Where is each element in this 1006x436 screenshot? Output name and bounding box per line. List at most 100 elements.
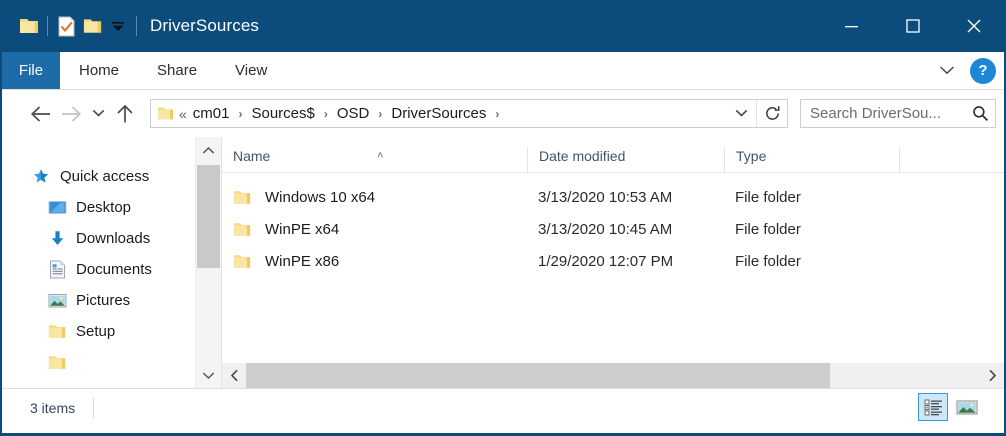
breadcrumb-item-sources[interactable]: Sources$	[251, 105, 315, 122]
status-item-count: 3 items	[30, 400, 76, 416]
sidebar-item-documents[interactable]: Documents	[2, 254, 221, 285]
ribbon-tabs: File Home Share View ?	[2, 52, 1004, 90]
file-name-cell: Windows 10 x64	[222, 189, 527, 206]
quick-access-toolbar	[2, 12, 142, 40]
tab-home[interactable]: Home	[79, 62, 120, 79]
column-header-size[interactable]	[899, 148, 1004, 172]
maximize-button[interactable]	[882, 0, 943, 52]
column-header-name[interactable]: ˄ Name	[222, 148, 527, 172]
column-headers: ˄ Name Date modified Type	[222, 137, 1004, 173]
breadcrumb-item-osd[interactable]: OSD	[336, 105, 370, 122]
folder-icon	[233, 221, 253, 238]
close-button[interactable]	[943, 0, 1004, 52]
scroll-up-icon[interactable]	[196, 137, 221, 163]
star-icon	[30, 168, 52, 186]
horizontal-scrollbar-thumb[interactable]	[246, 363, 830, 388]
type-cell: File folder	[735, 220, 801, 238]
large-icons-view-button[interactable]	[952, 393, 982, 421]
scroll-right-icon[interactable]	[980, 363, 1004, 388]
status-divider	[93, 398, 95, 418]
properties-icon[interactable]	[53, 12, 79, 40]
back-button[interactable]	[26, 99, 56, 129]
sidebar-item-label: Setup	[76, 323, 116, 340]
folder-icon[interactable]	[16, 12, 42, 40]
chevron-down-icon[interactable]	[934, 58, 960, 84]
horizontal-scrollbar[interactable]	[222, 363, 1004, 388]
sidebar-item-label: Desktop	[76, 199, 132, 216]
search-input[interactable]: Search DriverSou...	[810, 105, 941, 122]
horizontal-scroll-track[interactable]	[246, 363, 980, 388]
file-list-pane: ˄ Name Date modified Type	[221, 137, 1004, 388]
breadcrumb-item-driversources[interactable]: DriverSources	[391, 105, 487, 122]
help-button[interactable]: ?	[970, 57, 996, 84]
details-view-button[interactable]	[918, 393, 948, 421]
file-name-label: WinPE x86	[265, 252, 340, 270]
address-bar[interactable]: « cm01 › Sources$ › OSD › DriverSources …	[150, 99, 788, 128]
search-icon[interactable]	[965, 105, 995, 122]
explorer-content: Quick access Desktop	[2, 137, 1004, 388]
recent-locations-button[interactable]	[86, 99, 110, 129]
column-header-type[interactable]: Type	[724, 148, 899, 172]
sidebar-item-partial[interactable]	[2, 347, 221, 378]
scroll-left-icon[interactable]	[222, 363, 246, 388]
breadcrumb-item-cm01[interactable]: cm01	[192, 105, 230, 122]
folder-icon	[46, 354, 68, 371]
breadcrumb-separator-icon[interactable]: ›	[378, 106, 383, 121]
breadcrumb-separator-icon[interactable]: ›	[495, 106, 500, 121]
downloads-icon	[46, 230, 68, 247]
sidebar-item-label: Quick access	[60, 168, 150, 185]
desktop-icon	[46, 200, 68, 216]
tab-share[interactable]: Share	[157, 62, 198, 79]
breadcrumb-separator-icon[interactable]: ›	[238, 106, 243, 121]
folder-icon	[233, 189, 253, 206]
file-name-label: WinPE x64	[265, 220, 340, 238]
minimize-button[interactable]	[821, 0, 882, 52]
sidebar-item-pictures[interactable]: Pictures	[2, 285, 221, 316]
status-bar: 3 items	[2, 388, 1004, 427]
folder-icon	[46, 323, 68, 340]
title-bar: DriverSources	[2, 0, 1004, 52]
table-row[interactable]: WinPE x86 1/29/2020 12:07 PM File folder	[222, 245, 1004, 277]
column-header-label: Date modified	[539, 148, 626, 164]
new-folder-icon[interactable]	[79, 12, 105, 40]
sidebar-item-desktop[interactable]: Desktop	[2, 192, 221, 223]
date-modified-cell: 1/29/2020 12:07 PM	[538, 252, 674, 270]
sidebar-vertical-scrollbar[interactable]	[195, 137, 221, 388]
sidebar-item-setup[interactable]: Setup	[2, 316, 221, 347]
ribbon-right-controls: ?	[934, 52, 996, 89]
sidebar-item-label: Pictures	[76, 292, 131, 309]
pictures-icon	[46, 293, 68, 309]
type-cell: File folder	[735, 188, 801, 206]
date-modified-cell: 3/13/2020 10:53 AM	[538, 188, 673, 206]
file-name-cell: WinPE x64	[222, 221, 527, 238]
qat-separator-2	[131, 15, 142, 37]
sidebar-item-downloads[interactable]: Downloads	[2, 223, 221, 254]
window-title: DriverSources	[150, 16, 259, 35]
customize-dropdown-icon[interactable]	[105, 12, 131, 40]
refresh-icon[interactable]	[756, 100, 787, 127]
table-row[interactable]: WinPE x64 3/13/2020 10:45 AM File folder	[222, 213, 1004, 245]
sidebar-item-label: Documents	[76, 261, 152, 278]
folder-icon	[233, 253, 253, 270]
sort-ascending-icon: ˄	[377, 150, 384, 162]
navigation-bar: « cm01 › Sources$ › OSD › DriverSources …	[2, 90, 1004, 137]
window-controls	[821, 0, 1004, 52]
sidebar-item-quick-access[interactable]: Quick access	[2, 161, 221, 192]
search-box[interactable]: Search DriverSou...	[800, 99, 996, 128]
sidebar-scrollbar-thumb[interactable]	[197, 165, 220, 268]
file-name-cell: WinPE x86	[222, 253, 527, 270]
scroll-down-icon[interactable]	[196, 362, 221, 388]
up-button[interactable]	[110, 99, 140, 129]
breadcrumb-separator-icon[interactable]: ›	[323, 106, 328, 121]
tab-file[interactable]: File	[2, 52, 60, 89]
tab-view[interactable]: View	[235, 62, 268, 79]
breadcrumb-overflow[interactable]: «	[179, 105, 187, 122]
sidebar-item-label: Downloads	[76, 230, 151, 247]
forward-button[interactable]	[56, 99, 86, 129]
navigation-pane: Quick access Desktop	[2, 137, 221, 388]
view-mode-buttons	[918, 393, 982, 421]
address-dropdown-icon[interactable]	[726, 109, 756, 118]
table-row[interactable]: Windows 10 x64 3/13/2020 10:53 AM File f…	[222, 181, 1004, 213]
column-header-date-modified[interactable]: Date modified	[527, 148, 724, 172]
